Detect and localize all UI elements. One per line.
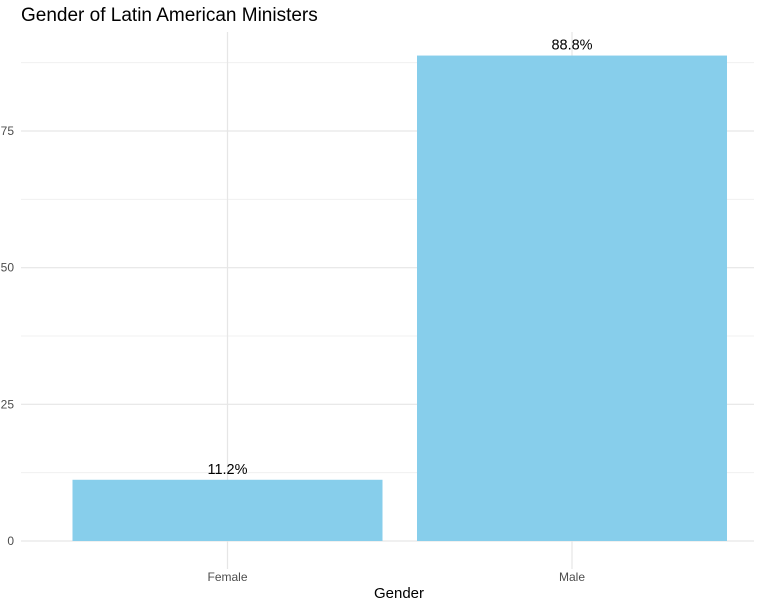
data-labels: 11.2% 88.8% <box>207 38 592 478</box>
bar-female <box>72 479 383 541</box>
y-axis-tick-labels: 0 25 50 75 <box>1 124 15 548</box>
bar-male <box>417 55 727 542</box>
y-tick-label: 50 <box>1 261 15 275</box>
bars <box>72 55 727 542</box>
x-tick-label-male: Male <box>559 570 585 584</box>
chart-title: Gender of Latin American Ministers <box>21 5 318 26</box>
x-axis-tick-labels: Female Male <box>207 570 585 584</box>
y-tick-label: 25 <box>1 397 15 411</box>
y-tick-label: 0 <box>7 534 14 548</box>
data-label-male: 88.8% <box>551 38 592 54</box>
x-axis-title: Gender <box>374 585 424 602</box>
y-tick-label: 75 <box>1 124 15 138</box>
data-label-female: 11.2% <box>207 462 247 478</box>
x-tick-label-female: Female <box>207 570 247 584</box>
